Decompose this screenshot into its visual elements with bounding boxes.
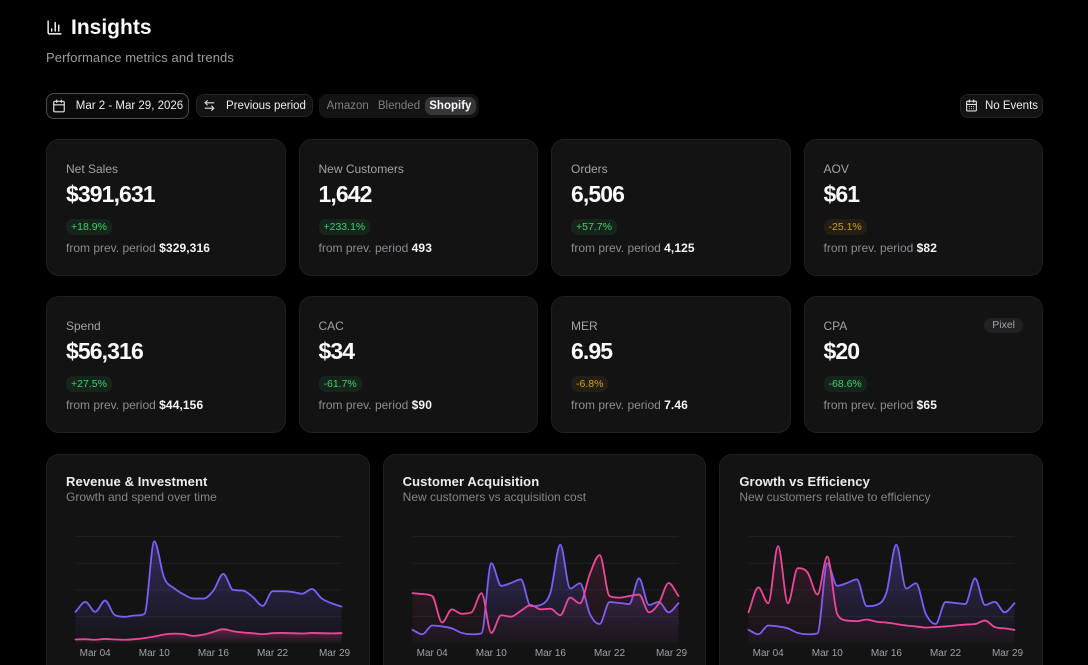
kpi-prev-period: from prev. period 4,125 <box>571 240 695 255</box>
area-cac <box>412 554 679 643</box>
kpi-prev-period: from prev. period 493 <box>318 240 432 255</box>
no-events-button[interactable]: No Events <box>960 93 1043 118</box>
kpi-prev-period: from prev. period $44,156 <box>66 397 204 412</box>
page-subtitle: Performance metrics and trends <box>46 49 234 65</box>
bar-chart-icon <box>47 20 62 35</box>
toolbar: Mar 2 - Mar 29, 2026 Previous period Ama… <box>46 92 1043 119</box>
kpi-value: $391,631 <box>66 180 156 207</box>
calendar-days-icon <box>966 99 977 112</box>
chart-card-growth-vs-efficiency: Growth vs Efficiency New customers relat… <box>719 453 1043 665</box>
chart-card-revenue-investment: Revenue & Investment Growth and spend ov… <box>46 453 370 665</box>
chart-title: Customer Acquisition <box>402 473 540 489</box>
previous-period-label: Previous period <box>226 99 306 112</box>
x-axis-label: Mar 16 <box>871 648 903 659</box>
line-net-sales <box>74 539 343 618</box>
chart-card-customer-acquisition: Customer Acquisition New customers vs ac… <box>382 453 707 665</box>
x-axis-label: Mar 10 <box>139 648 171 659</box>
kpi-card-net-sales: Net Sales $391,631 +18.9% from prev. per… <box>46 138 286 276</box>
kpi-card-orders: Orders 6,506 +57.7% from prev. period 4,… <box>551 138 791 276</box>
kpi-label: New Customers <box>318 161 404 176</box>
x-axis-label: Mar 29 <box>992 648 1024 659</box>
x-axis-label: Mar 22 <box>594 648 626 659</box>
chart-subtitle: Growth and spend over time <box>66 489 217 504</box>
kpi-card-mer: MER 6.95 -6.8% from prev. period 7.46 <box>551 295 791 433</box>
kpi-tag-pixel: Pixel <box>984 317 1023 333</box>
chart-plot[interactable]: Mar 04 Mar 10 Mar 16 Mar 22 Mar 29 <box>403 506 687 662</box>
x-axis-label: Mar 10 <box>475 648 507 659</box>
kpi-change-badge: -61.7% <box>318 375 362 392</box>
segment-blended[interactable]: Blended <box>377 99 421 112</box>
x-axis-label: Mar 16 <box>198 648 230 659</box>
kpi-card-spend: Spend $56,316 +27.5% from prev. period $… <box>46 295 286 433</box>
no-events-label: No Events <box>984 99 1039 112</box>
chart-title: Growth vs Efficiency <box>739 473 870 489</box>
kpi-change-badge: -25.1% <box>823 218 867 235</box>
chart-plot[interactable]: Mar 04 Mar 10 Mar 16 Mar 22 Mar 29 <box>66 506 350 662</box>
kpi-label: AOV <box>823 161 849 176</box>
kpi-label: MER <box>571 318 598 333</box>
kpi-value: $56,316 <box>66 337 144 364</box>
date-range-button[interactable]: Mar 2 - Mar 29, 2026 <box>46 92 189 119</box>
kpi-value: $34 <box>318 337 356 364</box>
chart-plot[interactable]: Mar 04 Mar 10 Mar 16 Mar 22 Mar 29 <box>739 506 1024 662</box>
kpi-card-cac: CAC $34 -61.7% from prev. period $90 <box>298 295 538 433</box>
x-axis-label: Mar 04 <box>416 648 448 659</box>
kpi-change-badge: +18.9% <box>66 218 112 235</box>
kpi-label: CPA <box>823 318 848 333</box>
page-title: Insights <box>71 15 152 39</box>
x-axis-label: Mar 04 <box>753 648 785 659</box>
kpi-card-cpa: CPA $20 -68.6% from prev. period $65 Pix… <box>803 295 1043 433</box>
kpi-value: $20 <box>823 337 861 364</box>
kpi-change-badge: +57.7% <box>571 218 617 235</box>
previous-period-button[interactable]: Previous period <box>196 94 313 117</box>
kpi-label: Net Sales <box>66 161 119 176</box>
page-header: Insights Performance metrics and trends <box>46 0 1043 65</box>
kpi-change-badge: -6.8% <box>571 375 609 392</box>
chart-subtitle: New customers relative to efficiency <box>739 489 931 504</box>
chart-grid: Revenue & Investment Growth and spend ov… <box>46 453 1043 665</box>
x-axis-label: Mar 04 <box>80 648 112 659</box>
kpi-label: Orders <box>571 161 608 176</box>
segment-amazon[interactable]: Amazon <box>326 99 369 112</box>
kpi-change-badge: +27.5% <box>66 375 112 392</box>
kpi-card-new-customers: New Customers 1,642 +233.1% from prev. p… <box>298 138 538 276</box>
kpi-prev-period: from prev. period $82 <box>823 240 937 255</box>
channel-segmented-control: Amazon Blended Shopify <box>319 93 479 118</box>
x-axis-label: Mar 22 <box>257 648 289 659</box>
page: Insights Performance metrics and trends … <box>46 0 1043 665</box>
kpi-prev-period: from prev. period $65 <box>823 397 937 412</box>
kpi-prev-period: from prev. period $90 <box>318 397 432 412</box>
arrow-left-right-icon <box>204 100 215 111</box>
kpi-label: Spend <box>66 318 101 333</box>
line-cac <box>411 553 680 634</box>
line-mer <box>747 544 1016 631</box>
kpi-change-badge: +233.1% <box>318 218 371 235</box>
area-new-customers <box>748 544 1015 643</box>
kpi-value: 1,642 <box>318 180 373 207</box>
x-axis-label: Mar 16 <box>534 648 566 659</box>
area-spend <box>75 628 342 643</box>
segment-shopify[interactable]: Shopify <box>424 96 476 115</box>
area-net-sales <box>75 540 342 643</box>
x-axis-label: Mar 29 <box>319 648 351 659</box>
date-range-label: Mar 2 - Mar 29, 2026 <box>75 99 184 112</box>
x-axis-label: Mar 10 <box>812 648 844 659</box>
kpi-label: CAC <box>318 318 344 333</box>
line-spend <box>74 627 343 641</box>
kpi-prev-period: from prev. period $329,316 <box>66 240 211 255</box>
kpi-value: $61 <box>823 180 861 207</box>
kpi-value: 6.95 <box>571 337 613 364</box>
calendar-icon <box>52 99 65 112</box>
kpi-card-aov: AOV $61 -25.1% from prev. period $82 <box>803 138 1043 276</box>
x-axis-label: Mar 29 <box>656 648 688 659</box>
area-mer <box>748 545 1015 643</box>
kpi-grid: Net Sales $391,631 +18.9% from prev. per… <box>46 138 1043 433</box>
chart-title: Revenue & Investment <box>66 473 208 489</box>
kpi-prev-period: from prev. period 7.46 <box>571 397 688 412</box>
kpi-value: 6,506 <box>571 180 625 207</box>
chart-subtitle: New customers vs acquisition cost <box>402 489 587 504</box>
kpi-change-badge: -68.6% <box>823 375 867 392</box>
x-axis-label: Mar 22 <box>930 648 962 659</box>
